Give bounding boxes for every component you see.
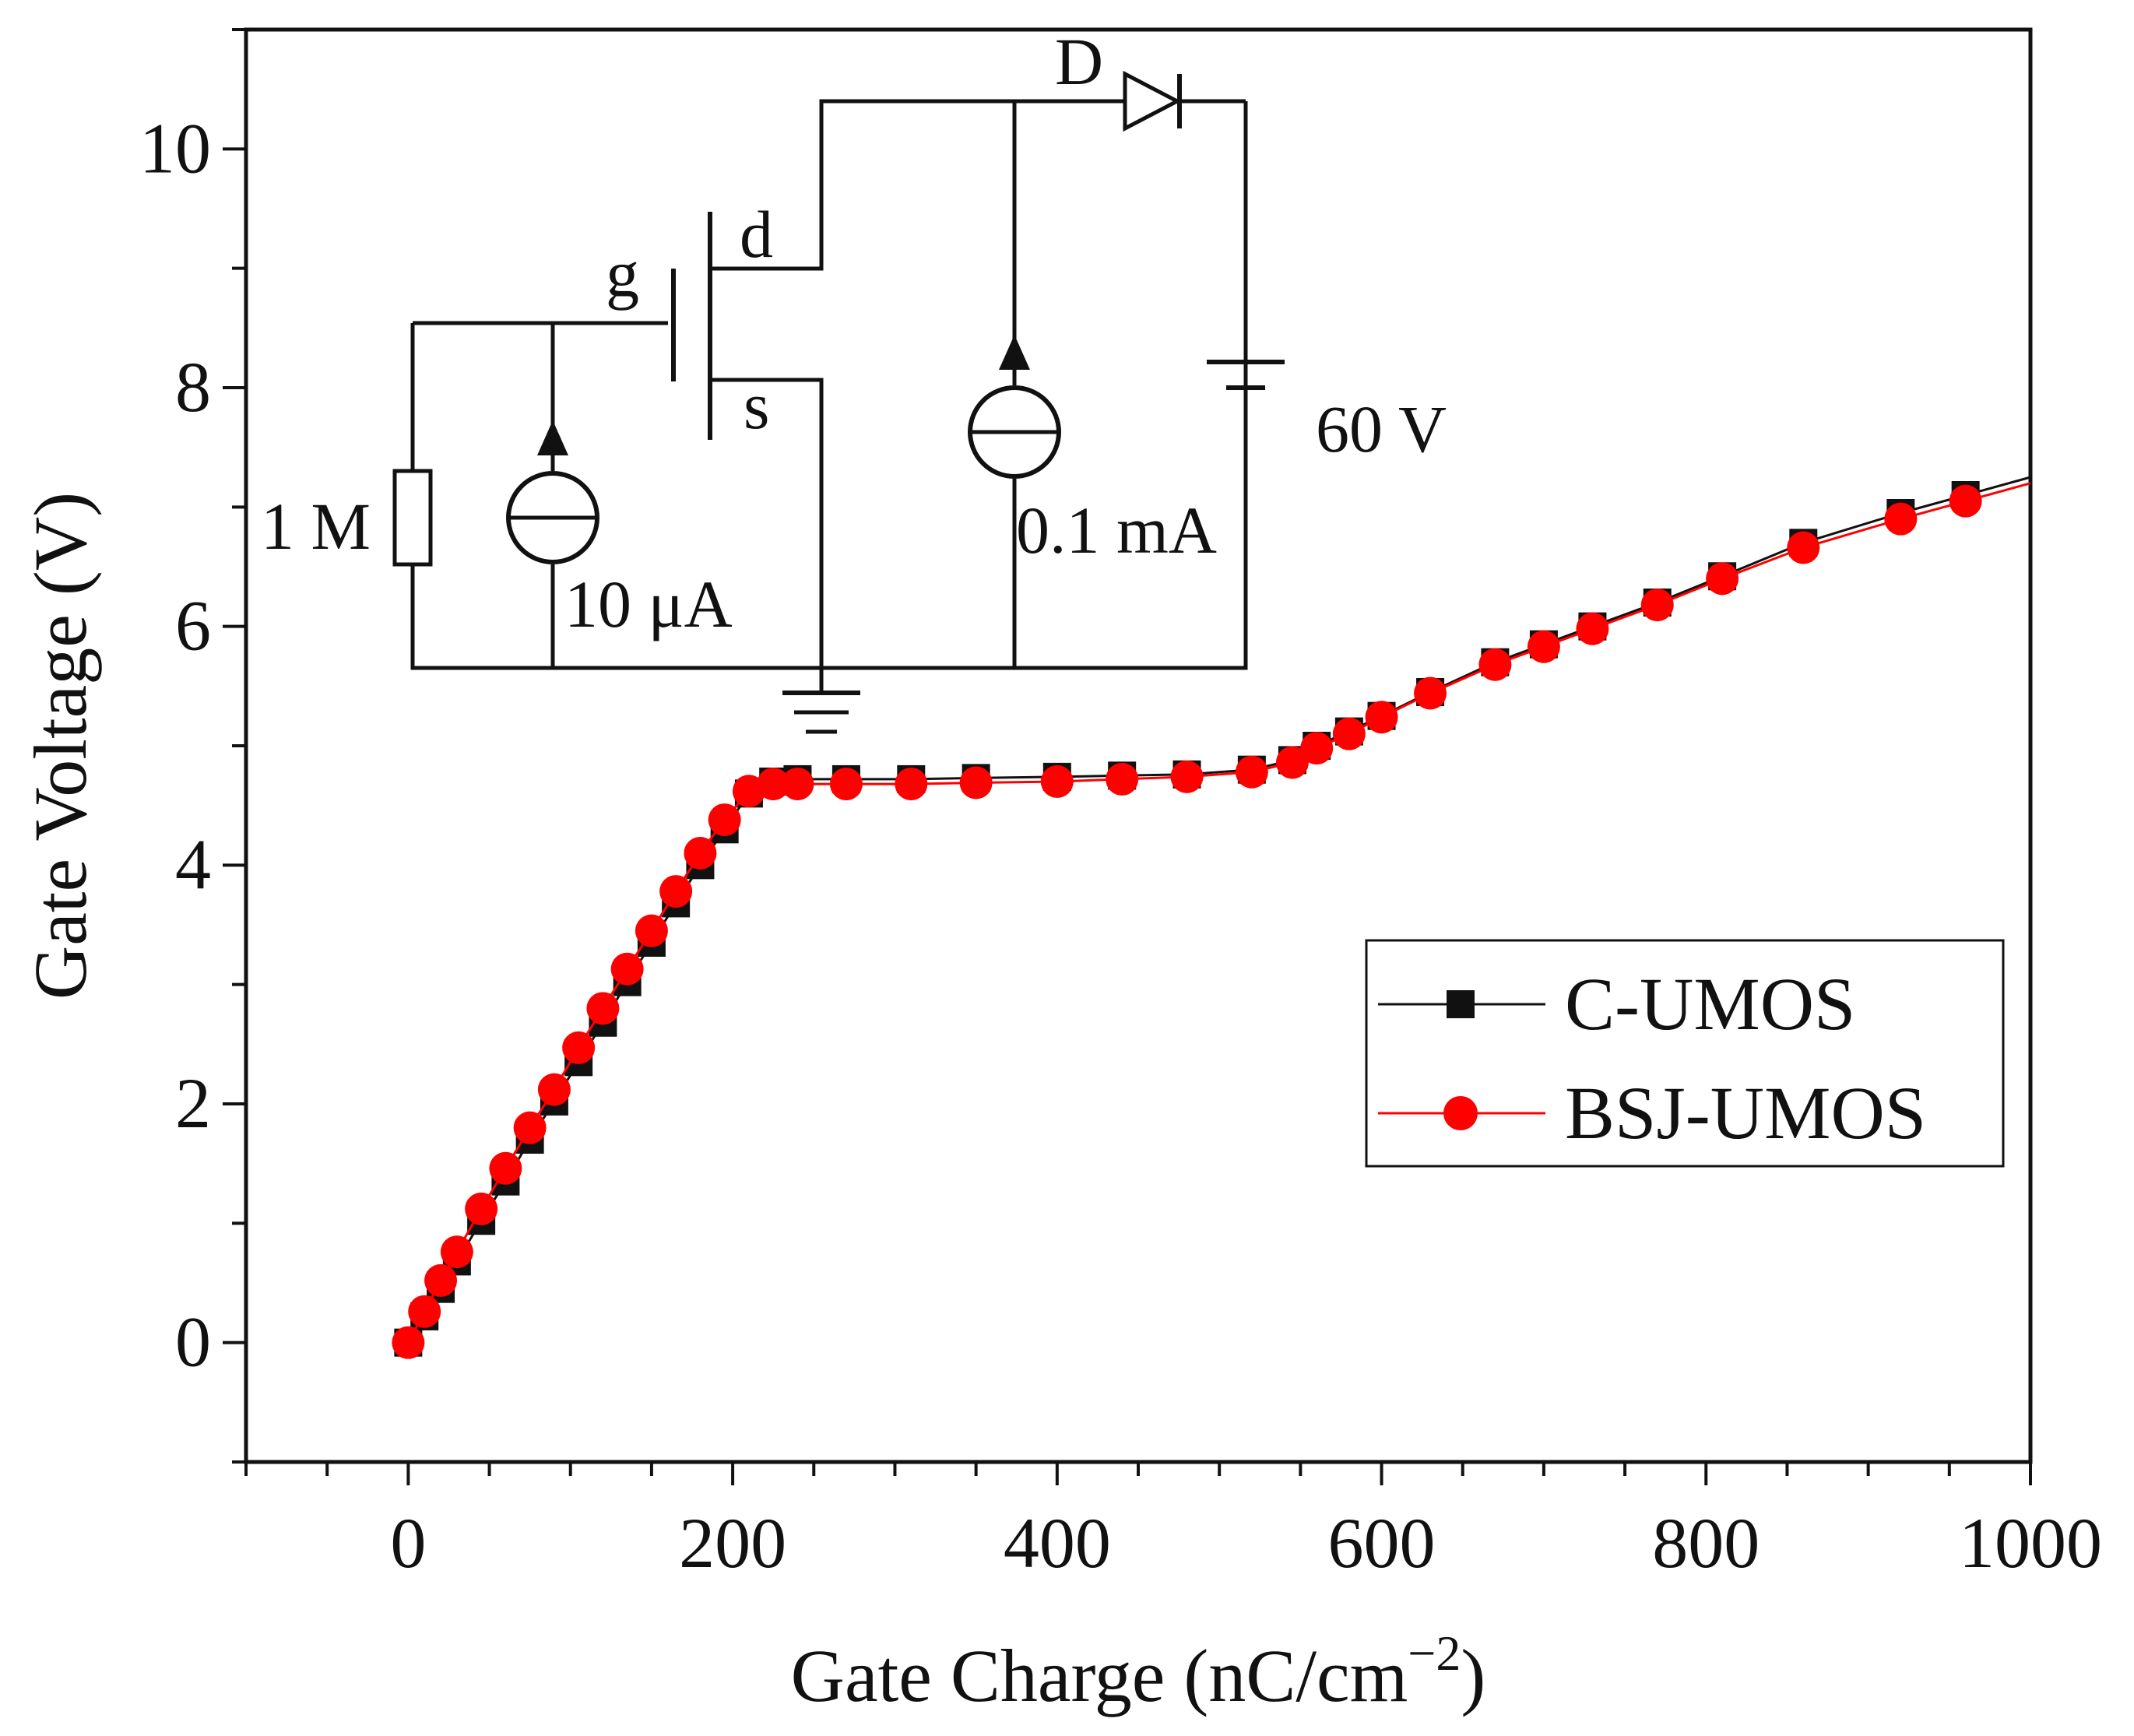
data-point-bsj-umos bbox=[392, 1326, 425, 1359]
data-point-bsj-umos bbox=[1106, 762, 1139, 796]
data-point-bsj-umos bbox=[1478, 648, 1512, 681]
x-tick-label: 400 bbox=[1004, 1503, 1111, 1583]
data-point-bsj-umos bbox=[424, 1263, 458, 1297]
data-point-bsj-umos bbox=[610, 952, 644, 986]
series-layer bbox=[392, 476, 2031, 1359]
data-point-bsj-umos bbox=[513, 1111, 547, 1144]
data-point-bsj-umos bbox=[1332, 717, 1366, 750]
data-point-bsj-umos bbox=[1706, 562, 1739, 596]
drain-source-arrow-icon bbox=[999, 335, 1030, 370]
data-point-bsj-umos bbox=[586, 992, 620, 1025]
data-point-bsj-umos bbox=[1884, 502, 1918, 536]
source-wire bbox=[710, 378, 824, 668]
data-point-bsj-umos bbox=[1949, 484, 1982, 518]
data-point-bsj-umos bbox=[1576, 612, 1609, 645]
x-axis-title: Gate Charge (nC/cm−2) bbox=[791, 1625, 1486, 1717]
data-point-bsj-umos bbox=[1640, 589, 1674, 622]
x-tick-label: 800 bbox=[1652, 1503, 1760, 1583]
source-label: s bbox=[744, 368, 769, 443]
data-point-bsj-umos bbox=[1170, 760, 1204, 793]
data-point-bsj-umos bbox=[465, 1192, 498, 1225]
data-point-bsj-umos bbox=[537, 1073, 571, 1106]
data-point-bsj-umos bbox=[684, 837, 717, 870]
gate-current-label: 10 μA bbox=[564, 567, 733, 641]
y-tick-label: 10 bbox=[139, 108, 211, 188]
diode-icon bbox=[1123, 70, 1182, 132]
x-tick-label: 200 bbox=[679, 1503, 786, 1583]
data-point-bsj-umos bbox=[635, 914, 668, 947]
data-point-bsj-umos bbox=[408, 1295, 441, 1328]
diode-label: D bbox=[1055, 24, 1103, 99]
resistor-label: 1 M bbox=[261, 489, 371, 564]
resistor-symbol bbox=[392, 469, 433, 567]
y-tick-label: 0 bbox=[175, 1302, 211, 1382]
data-point-bsj-umos bbox=[1040, 765, 1074, 798]
drain-label: d bbox=[740, 197, 773, 272]
data-point-bsj-umos bbox=[708, 803, 741, 837]
legend-marker-c-umos bbox=[1447, 990, 1475, 1018]
data-point-bsj-umos bbox=[489, 1151, 522, 1185]
data-point-bsj-umos bbox=[895, 768, 928, 801]
legend-box bbox=[1365, 939, 2005, 1168]
data-point-bsj-umos bbox=[959, 766, 993, 799]
gate-label: g bbox=[606, 236, 639, 311]
x-tick-label: 0 bbox=[390, 1503, 426, 1583]
data-point-bsj-umos bbox=[1787, 531, 1820, 564]
y-axis-title: Gate Voltage (V) bbox=[19, 492, 102, 1000]
legend-label-c-umos: C-UMOS bbox=[1565, 962, 1855, 1045]
plot-frame bbox=[244, 27, 2033, 1464]
y-axis-ticks: 0 2 4 6 8 10 bbox=[139, 28, 246, 1464]
legend-marker-bsj-umos bbox=[1443, 1096, 1478, 1130]
legend: C-UMOS BSJ-UMOS bbox=[1365, 939, 2005, 1168]
data-point-bsj-umos bbox=[781, 768, 814, 801]
data-point-bsj-umos bbox=[1300, 732, 1334, 765]
data-point-bsj-umos bbox=[562, 1031, 596, 1064]
drain-current-label: 0.1 mA bbox=[1016, 493, 1217, 568]
data-point-bsj-umos bbox=[440, 1235, 473, 1269]
legend-label-bsj-umos: BSJ-UMOS bbox=[1565, 1071, 1926, 1154]
drain-wire bbox=[710, 99, 1246, 271]
data-point-bsj-umos bbox=[1235, 755, 1268, 789]
data-point-bsj-umos bbox=[829, 768, 863, 801]
ground-rail bbox=[410, 101, 1248, 670]
x-tick-label: 1000 bbox=[1959, 1503, 2102, 1583]
y-tick-label: 8 bbox=[175, 347, 211, 427]
data-point-bsj-umos bbox=[1275, 746, 1309, 779]
y-tick-label: 4 bbox=[175, 824, 211, 904]
data-point-bsj-umos bbox=[1414, 676, 1447, 710]
x-axis-ticks: 0 200 400 600 800 1000 bbox=[244, 1462, 2102, 1583]
y-tick-label: 6 bbox=[175, 586, 211, 666]
data-point-bsj-umos bbox=[659, 875, 693, 908]
data-point-bsj-umos bbox=[1365, 701, 1398, 734]
data-point-bsj-umos bbox=[1527, 630, 1560, 663]
x-tick-label: 600 bbox=[1328, 1503, 1436, 1583]
gate-source-arrow-icon bbox=[537, 420, 568, 455]
data-point-bsj-umos bbox=[757, 768, 790, 801]
y-tick-label: 2 bbox=[175, 1063, 211, 1143]
circuit-schematic: g d s D 1 M 10 μA 0.1 mA 60 V bbox=[261, 24, 1447, 734]
battery-label: 60 V bbox=[1316, 392, 1447, 466]
